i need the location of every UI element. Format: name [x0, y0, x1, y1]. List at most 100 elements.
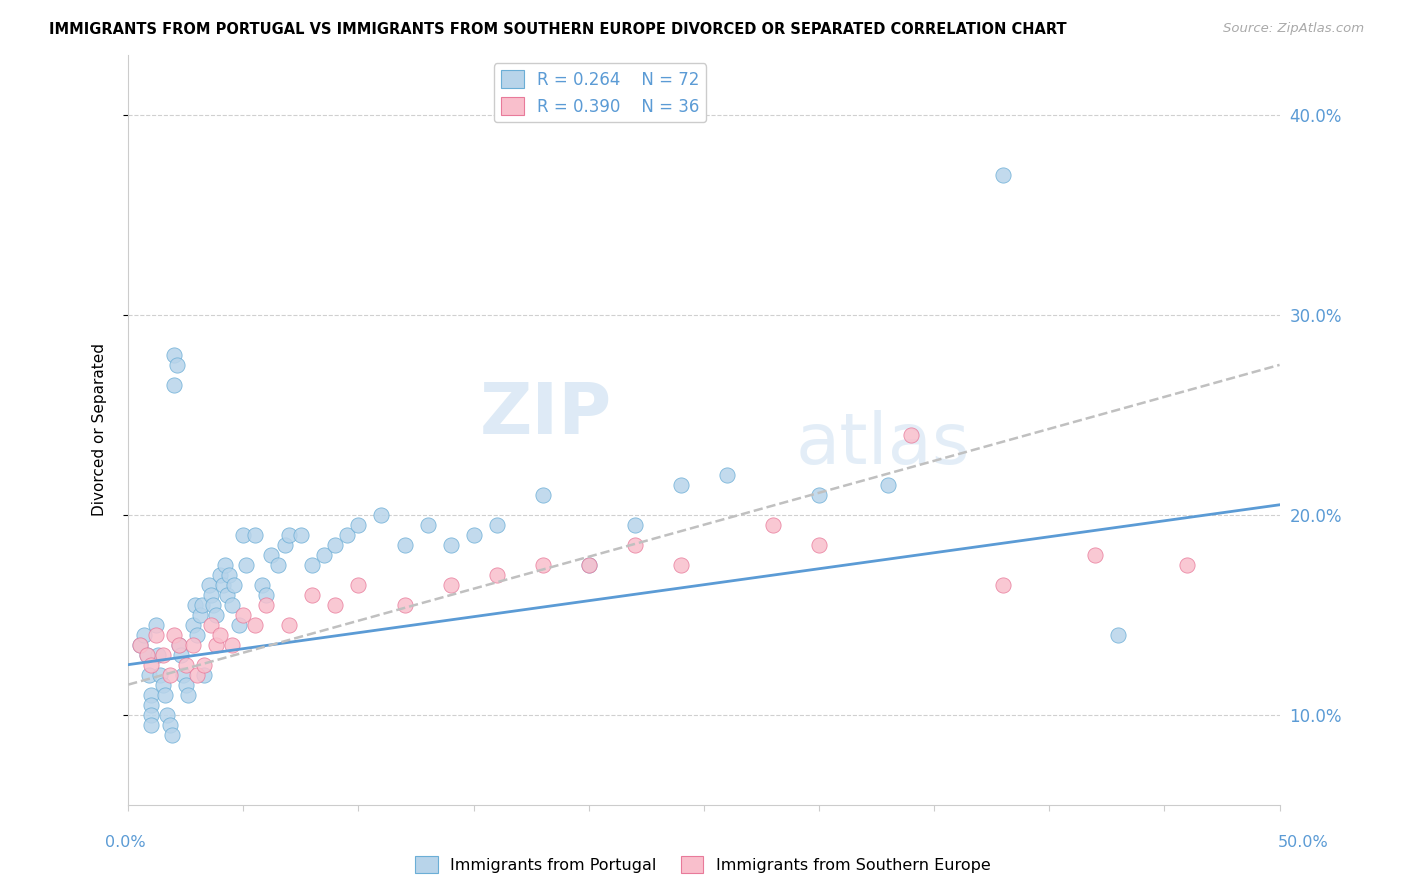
Point [159, 717, 181, 731]
Point [221, 598, 243, 612]
Text: ZIP: ZIP [479, 380, 612, 450]
Point [163, 348, 186, 362]
Point [347, 578, 370, 592]
Point [184, 598, 207, 612]
Point [177, 688, 200, 702]
Point [188, 607, 211, 622]
Point [200, 617, 222, 632]
Point [193, 667, 215, 681]
Point [278, 617, 301, 632]
Point [172, 667, 194, 681]
Point [254, 598, 277, 612]
Point [301, 558, 323, 572]
Point [325, 538, 347, 552]
Point [394, 598, 416, 612]
Point [485, 517, 508, 532]
Point [152, 678, 174, 692]
Point [274, 538, 297, 552]
Point [209, 628, 232, 642]
Point [243, 528, 266, 542]
Point [669, 477, 692, 491]
Point [153, 688, 176, 702]
Point [163, 628, 186, 642]
Text: Source: ZipAtlas.com: Source: ZipAtlas.com [1223, 22, 1364, 36]
Point [145, 617, 167, 632]
Point [993, 578, 1015, 592]
Point [221, 638, 243, 652]
Point [290, 528, 312, 542]
Point [128, 638, 150, 652]
Point [485, 567, 508, 582]
Point [623, 538, 645, 552]
Point [1177, 558, 1199, 572]
Point [336, 528, 359, 542]
Legend: R = 0.264    N = 72, R = 0.390    N = 36: R = 0.264 N = 72, R = 0.390 N = 36 [494, 63, 706, 122]
Point [312, 548, 335, 562]
Point [167, 638, 190, 652]
Point [228, 617, 250, 632]
Point [193, 657, 215, 672]
Point [260, 548, 283, 562]
Point [197, 578, 219, 592]
Point [254, 588, 277, 602]
Point [463, 528, 485, 542]
Point [578, 558, 600, 572]
Point [211, 578, 233, 592]
Point [181, 638, 204, 652]
Point [141, 657, 163, 672]
Point [416, 517, 439, 532]
Y-axis label: Divorced or Separated: Divorced or Separated [93, 343, 107, 516]
Point [181, 617, 204, 632]
Point [1107, 628, 1129, 642]
Point [160, 728, 183, 742]
Point [135, 648, 157, 662]
Point [993, 168, 1015, 182]
Point [163, 377, 186, 392]
Point [669, 558, 692, 572]
Point [347, 517, 370, 532]
Point [156, 707, 179, 722]
Point [808, 538, 831, 552]
Point [222, 578, 245, 592]
Point [1084, 548, 1107, 562]
Point [167, 638, 190, 652]
Point [716, 467, 738, 482]
Point [186, 628, 208, 642]
Point [200, 588, 222, 602]
Point [243, 617, 266, 632]
Point [202, 598, 225, 612]
Point [301, 588, 323, 602]
Text: IMMIGRANTS FROM PORTUGAL VS IMMIGRANTS FROM SOUTHERN EUROPE DIVORCED OR SEPARATE: IMMIGRANTS FROM PORTUGAL VS IMMIGRANTS F… [49, 22, 1067, 37]
Point [141, 717, 163, 731]
Point [900, 427, 922, 442]
Point [152, 648, 174, 662]
Point [531, 558, 554, 572]
Point [762, 517, 785, 532]
Point [808, 488, 831, 502]
Legend: Immigrants from Portugal, Immigrants from Southern Europe: Immigrants from Portugal, Immigrants fro… [409, 849, 997, 880]
Point [218, 567, 240, 582]
Point [191, 598, 214, 612]
Point [159, 667, 181, 681]
Point [149, 667, 172, 681]
Point [141, 688, 163, 702]
Point [439, 538, 461, 552]
Point [325, 598, 347, 612]
Point [214, 558, 236, 572]
Point [204, 638, 226, 652]
Point [134, 628, 156, 642]
Text: atlas: atlas [796, 410, 970, 479]
Point [439, 578, 461, 592]
Point [623, 517, 645, 532]
Point [166, 358, 188, 372]
Point [186, 667, 208, 681]
Point [174, 657, 197, 672]
Point [170, 648, 193, 662]
Point [877, 477, 900, 491]
Point [531, 488, 554, 502]
Point [370, 508, 392, 522]
Point [278, 528, 301, 542]
Point [232, 528, 254, 542]
Point [138, 667, 160, 681]
Point [209, 567, 232, 582]
